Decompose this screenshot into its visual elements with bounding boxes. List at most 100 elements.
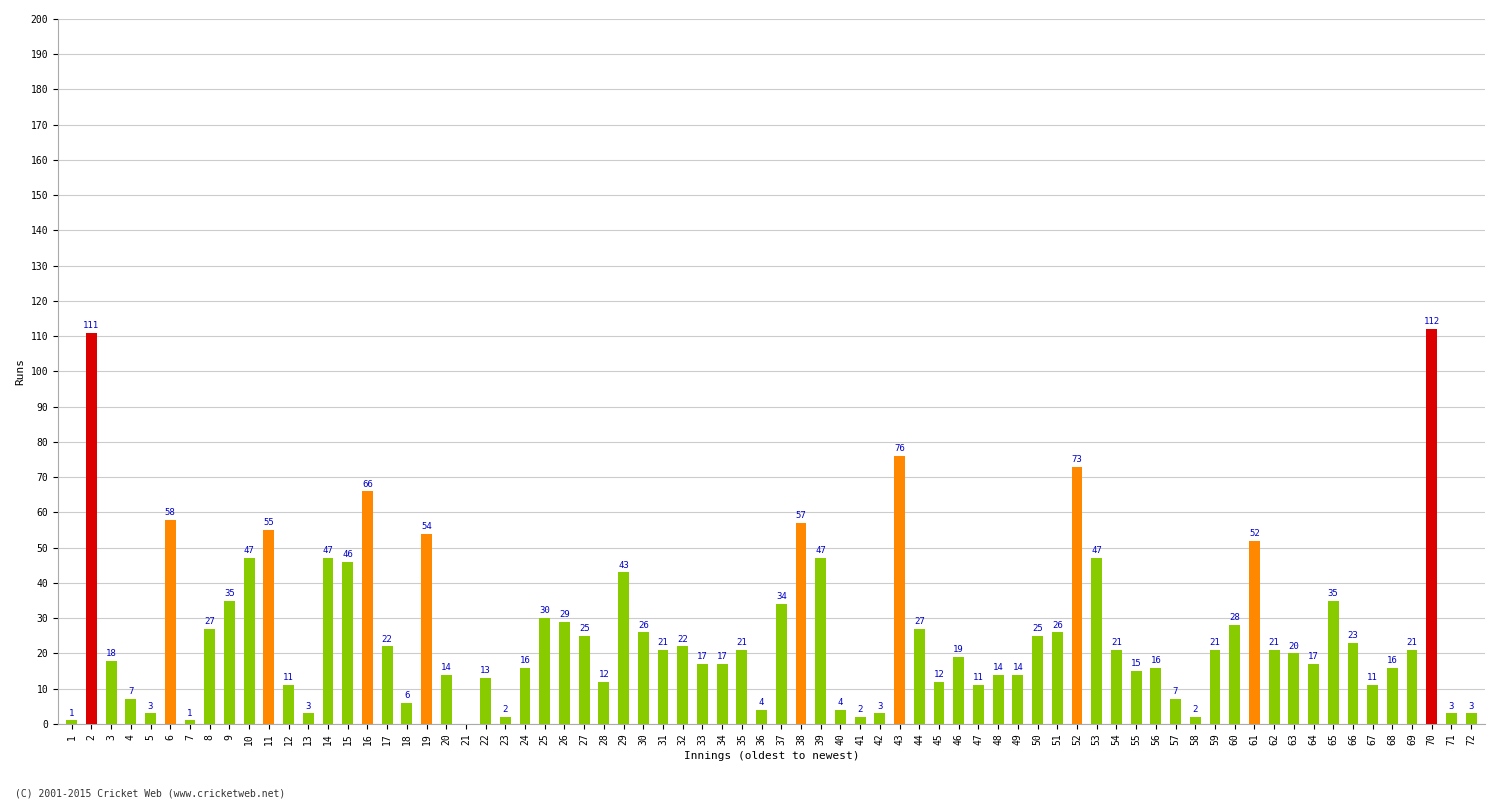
Bar bbox=[126, 699, 136, 724]
Text: 35: 35 bbox=[224, 589, 236, 598]
Text: 73: 73 bbox=[1071, 455, 1083, 464]
Bar bbox=[1150, 667, 1161, 724]
Bar bbox=[816, 558, 827, 724]
Bar bbox=[1426, 329, 1437, 724]
Bar bbox=[243, 558, 255, 724]
Bar bbox=[1071, 466, 1083, 724]
Bar bbox=[480, 678, 490, 724]
Bar bbox=[1228, 626, 1240, 724]
Text: 27: 27 bbox=[204, 617, 214, 626]
Bar bbox=[1190, 717, 1200, 724]
Bar bbox=[422, 534, 432, 724]
Text: 14: 14 bbox=[441, 663, 452, 672]
Text: 34: 34 bbox=[776, 592, 786, 602]
Text: 6: 6 bbox=[404, 691, 410, 700]
Bar bbox=[678, 646, 688, 724]
Text: 66: 66 bbox=[362, 479, 372, 489]
Text: 58: 58 bbox=[165, 508, 176, 517]
Text: 17: 17 bbox=[717, 652, 728, 662]
Text: 14: 14 bbox=[993, 663, 1004, 672]
Text: 1: 1 bbox=[69, 709, 75, 718]
Text: (C) 2001-2015 Cricket Web (www.cricketweb.net): (C) 2001-2015 Cricket Web (www.cricketwe… bbox=[15, 788, 285, 798]
Bar bbox=[1288, 654, 1299, 724]
Bar bbox=[698, 664, 708, 724]
Text: 43: 43 bbox=[618, 561, 628, 570]
Text: 27: 27 bbox=[914, 617, 924, 626]
Text: 22: 22 bbox=[678, 634, 688, 644]
Bar bbox=[795, 523, 807, 724]
Text: 21: 21 bbox=[1112, 638, 1122, 647]
Bar bbox=[736, 650, 747, 724]
Text: 3: 3 bbox=[1468, 702, 1474, 710]
Bar bbox=[1052, 632, 1062, 724]
Text: 20: 20 bbox=[1288, 642, 1299, 650]
Bar bbox=[519, 667, 531, 724]
Bar bbox=[598, 682, 609, 724]
Bar bbox=[1209, 650, 1221, 724]
Bar bbox=[1328, 601, 1338, 724]
Text: 112: 112 bbox=[1424, 318, 1440, 326]
Bar bbox=[1466, 714, 1476, 724]
Bar bbox=[836, 710, 846, 724]
Bar bbox=[1347, 643, 1359, 724]
Text: 47: 47 bbox=[1092, 546, 1102, 555]
Bar bbox=[264, 530, 274, 724]
Text: 16: 16 bbox=[519, 656, 531, 665]
Text: 21: 21 bbox=[657, 638, 669, 647]
Bar bbox=[402, 703, 412, 724]
Bar bbox=[146, 714, 156, 724]
Bar bbox=[1170, 699, 1180, 724]
Bar bbox=[874, 714, 885, 724]
Bar bbox=[284, 685, 294, 724]
Bar bbox=[184, 721, 195, 724]
Bar bbox=[954, 657, 964, 724]
Bar bbox=[500, 717, 512, 724]
Bar bbox=[974, 685, 984, 724]
Bar bbox=[540, 618, 550, 724]
Bar bbox=[1388, 667, 1398, 724]
Text: 2: 2 bbox=[1192, 705, 1198, 714]
Bar bbox=[1407, 650, 1418, 724]
Bar bbox=[322, 558, 333, 724]
Text: 11: 11 bbox=[284, 674, 294, 682]
Text: 25: 25 bbox=[579, 624, 590, 633]
Bar bbox=[776, 604, 786, 724]
Text: 11: 11 bbox=[974, 674, 984, 682]
Text: 47: 47 bbox=[322, 546, 333, 555]
Text: 54: 54 bbox=[422, 522, 432, 531]
Text: 21: 21 bbox=[736, 638, 747, 647]
Text: 2: 2 bbox=[503, 705, 509, 714]
Text: 22: 22 bbox=[381, 634, 393, 644]
Text: 7: 7 bbox=[1173, 687, 1178, 697]
Bar bbox=[1366, 685, 1378, 724]
Y-axis label: Runs: Runs bbox=[15, 358, 26, 385]
Bar bbox=[342, 562, 352, 724]
Text: 35: 35 bbox=[1328, 589, 1338, 598]
Text: 17: 17 bbox=[1308, 652, 1318, 662]
Bar bbox=[165, 519, 176, 724]
Bar bbox=[894, 456, 904, 724]
Bar bbox=[1032, 636, 1042, 724]
Bar bbox=[933, 682, 945, 724]
Text: 23: 23 bbox=[1347, 631, 1359, 640]
Bar bbox=[381, 646, 393, 724]
Text: 7: 7 bbox=[128, 687, 134, 697]
Text: 46: 46 bbox=[342, 550, 352, 559]
Bar bbox=[224, 601, 236, 724]
Text: 26: 26 bbox=[638, 621, 648, 630]
Bar bbox=[1308, 664, 1318, 724]
Text: 4: 4 bbox=[839, 698, 843, 707]
Text: 17: 17 bbox=[698, 652, 708, 662]
Bar bbox=[1131, 671, 1142, 724]
Text: 12: 12 bbox=[933, 670, 945, 679]
Text: 16: 16 bbox=[1388, 656, 1398, 665]
Bar bbox=[756, 710, 766, 724]
Text: 3: 3 bbox=[148, 702, 153, 710]
Text: 55: 55 bbox=[264, 518, 274, 527]
Bar bbox=[1112, 650, 1122, 724]
Text: 4: 4 bbox=[759, 698, 765, 707]
Bar bbox=[1446, 714, 1456, 724]
Bar bbox=[914, 629, 924, 724]
Text: 57: 57 bbox=[795, 511, 807, 520]
Bar bbox=[579, 636, 590, 724]
